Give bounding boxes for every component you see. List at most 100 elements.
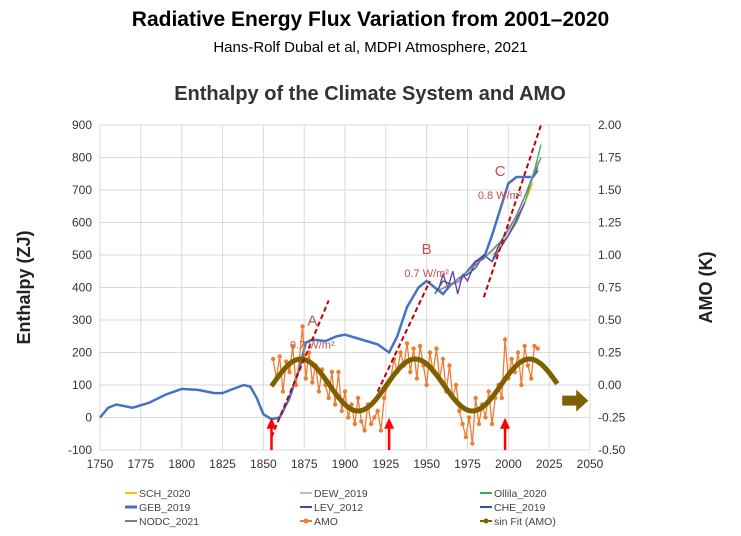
amo-point [519,382,524,388]
annotation-letter: A [307,313,317,330]
amo-point [470,441,475,446]
amo-point [329,369,335,375]
x-tick-label: 1775 [127,457,154,471]
legend-label: CHE_2019 [494,502,546,514]
x-tick-label: 2050 [577,457,604,471]
amo-point [293,382,299,388]
amo-point [424,382,429,388]
amo-point [460,421,465,427]
amo-point [509,356,514,362]
amo-point [368,421,374,427]
amo-point [280,389,286,394]
amo-point [339,408,344,414]
y2-tick-label: 1.50 [598,183,622,197]
amo-point [270,356,276,362]
legend-label: DEW_2019 [314,488,368,500]
y2-tick-label: 0.50 [598,313,622,327]
series-line-nodc-2021 [437,157,542,292]
amo-point [300,324,305,329]
red-arrow-head [384,417,395,429]
series-line-lev-2012 [437,202,526,295]
amo-point [414,376,420,381]
annotation-rate: 0.7 W/m² [404,268,449,280]
amo-point [349,402,354,407]
amo-point [499,395,504,401]
annotation-letter: B [422,241,432,258]
amo-point [362,428,367,433]
amo-point [535,346,540,351]
amo-point [333,402,338,407]
amo-point [466,415,472,420]
amo-point [375,408,380,414]
red-arrow-head [500,417,511,429]
x-tick-label: 1925 [372,457,399,471]
amo-point [408,369,413,375]
annotation-rate: 0.8 W/m² [478,190,523,202]
y-axis-label: Enthalpy (ZJ) [14,230,34,344]
amo-point [290,343,295,349]
legend-marker [303,518,309,524]
y2-axis-label: AMO (K) [696,252,716,324]
x-tick-label: 1800 [168,457,195,471]
legend-label: LEV_2012 [314,502,363,514]
y2-tick-label: 1.75 [598,151,622,165]
amo-point [303,376,308,381]
legend-label: NODC_2021 [139,516,199,528]
series-line-sin-fit-amo- [269,356,560,414]
trend-line-C [482,124,542,298]
annotation-letter: C [495,163,506,180]
amo-point [378,428,384,433]
amo-point [515,350,521,355]
series-line-geb-2019 [99,169,539,421]
legend-label: sin Fit (AMO) [494,516,556,528]
x-tick-label: 1975 [454,457,481,471]
y2-tick-label: 0.00 [598,378,622,392]
red-arrow-head [266,417,277,429]
amo-point [411,346,416,351]
y2-tick-label: -0.25 [598,411,626,425]
x-tick-label: 1750 [87,457,114,471]
y-tick-label: 500 [72,248,92,262]
legend-label: Ollila_2020 [494,488,547,500]
amo-point [310,380,315,385]
trend-line-A [270,300,330,438]
amo-point [306,350,312,355]
amo-point [473,395,478,401]
amo-point [489,421,495,427]
x-tick-label: 1825 [209,457,236,471]
x-tick-label: 1950 [413,457,440,471]
brown-arrow-icon [562,389,589,412]
series-line-amo [272,326,539,444]
amo-point [398,350,403,355]
amo-point [453,382,459,388]
amo-point [532,343,537,349]
amo-point [440,356,446,362]
amo-point [417,343,423,349]
amo-point [382,395,387,401]
x-tick-label: 1875 [291,457,318,471]
amo-point [352,421,357,427]
page-title: Radiative Energy Flux Variation from 200… [131,8,610,31]
y2-tick-label: 0.75 [598,281,622,295]
y-tick-label: 800 [72,151,92,165]
amo-point [359,419,364,424]
legend-label: SCH_2020 [139,488,191,500]
amo-point [476,421,482,427]
y-tick-label: 400 [72,281,92,295]
chart-title: Enthalpy of the Climate System and AMO [174,83,566,105]
legend-label: AMO [314,516,338,528]
amo-point [522,343,527,349]
amo-point [316,389,322,394]
y-tick-label: 300 [72,313,92,327]
amo-point [277,354,282,359]
amo-point [404,341,410,346]
x-tick-label: 1850 [250,457,277,471]
amo-point [483,415,488,420]
y-tick-label: 200 [72,346,92,360]
annotation-rate: 0.7 W/m² [290,340,335,352]
amo-point [355,395,361,401]
amo-point [287,369,292,375]
y-tick-label: 600 [72,216,92,230]
legend-marker [483,518,489,524]
